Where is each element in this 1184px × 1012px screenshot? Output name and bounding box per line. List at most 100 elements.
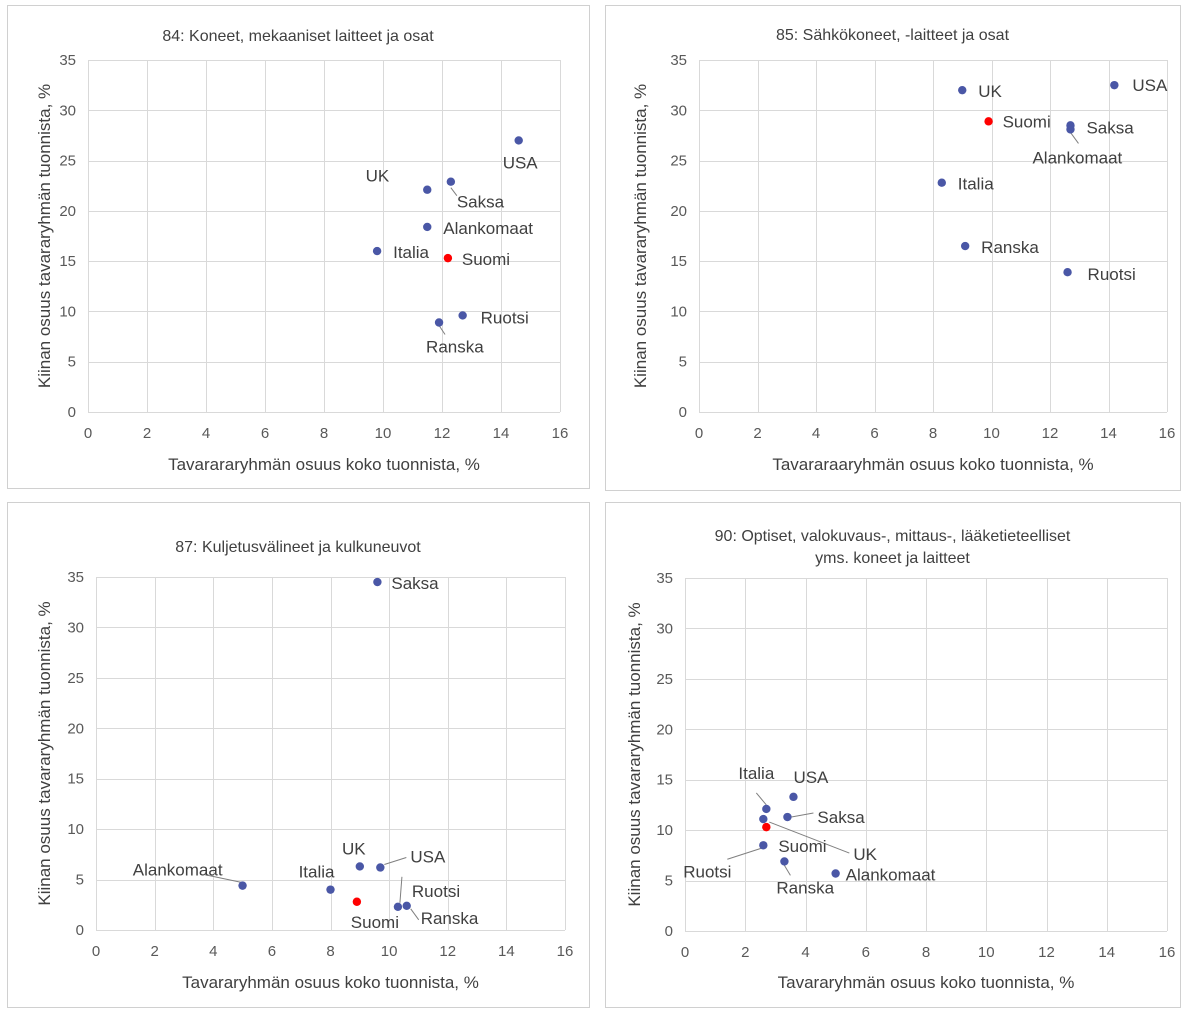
data-label: Italia — [393, 243, 429, 262]
data-label: UK — [366, 167, 390, 186]
data-point-alankomaat — [831, 869, 840, 878]
x-tick-label: 14 — [1098, 944, 1115, 961]
data-label: USA — [410, 847, 446, 866]
leader-line — [783, 865, 791, 876]
leader-line — [384, 856, 407, 865]
data-label: Saksa — [1086, 118, 1134, 137]
data-label: Suomi — [462, 250, 510, 269]
leader-line — [204, 874, 243, 884]
data-label: USA — [1132, 76, 1168, 95]
data-point-ruotsi — [458, 311, 467, 320]
y-axis-label: Kiinan osuus tavararyhmän tuonnista, % — [35, 84, 54, 388]
leader-line — [410, 908, 420, 921]
data-point-ruotsi — [1063, 268, 1072, 277]
data-point-usa — [1110, 80, 1119, 90]
data-label: Alankomaat — [443, 219, 533, 238]
data-point-suomi — [762, 822, 771, 832]
x-axis-label: Tavararyhmän osuus koko tuonnista, % — [182, 973, 479, 992]
y-tick-label: 35 — [656, 570, 673, 587]
y-tick-label: 20 — [67, 720, 84, 737]
x-tick-label: 0 — [695, 425, 703, 442]
x-tick-label: 2 — [741, 944, 749, 961]
y-tick-label: 0 — [665, 923, 673, 940]
x-tick-label: 16 — [1159, 944, 1176, 961]
y-tick-label: 5 — [76, 872, 84, 889]
x-tick-label: 8 — [326, 943, 334, 960]
x-tick-label: 8 — [929, 425, 937, 442]
y-tick-label: 35 — [67, 569, 84, 586]
data-point-ranska — [402, 901, 411, 910]
y-tick-label: 20 — [59, 203, 76, 220]
x-tick-label: 0 — [84, 425, 92, 442]
x-tick-label: 12 — [1042, 425, 1059, 442]
data-point-suomi — [984, 117, 993, 126]
data-point-alankomaat — [423, 222, 432, 232]
data-point-suomi — [443, 253, 453, 263]
x-tick-label: 4 — [202, 425, 210, 442]
data-point-italia — [762, 804, 771, 814]
data-label: Ranska — [421, 909, 479, 928]
y-tick-label: 5 — [679, 354, 687, 371]
data-point-saksa — [783, 812, 792, 822]
y-tick-label: 0 — [68, 404, 76, 421]
leader-line — [438, 325, 446, 335]
leader-line — [791, 812, 814, 818]
x-tick-label: 10 — [983, 425, 1000, 442]
leader-line — [1070, 132, 1079, 144]
x-tick-label: 4 — [812, 425, 820, 442]
x-tick-label: 0 — [92, 943, 100, 960]
data-label: Ranska — [426, 337, 484, 356]
x-tick-label: 2 — [753, 425, 761, 442]
data-label: Ranska — [981, 238, 1039, 257]
y-tick-label: 25 — [656, 671, 673, 688]
y-axis-label: Kiinan osuus tavararyhmän tuonnista, % — [631, 84, 650, 388]
y-tick-label: 30 — [670, 102, 687, 119]
chart-frame — [7, 5, 590, 489]
x-tick-label: 12 — [1038, 944, 1055, 961]
data-label: Italia — [738, 764, 774, 783]
data-point-ruotsi — [393, 902, 403, 912]
leader-line — [727, 847, 762, 860]
y-tick-label: 10 — [670, 303, 687, 320]
y-tick-label: 30 — [656, 620, 673, 637]
data-point-alankomaat — [238, 881, 247, 890]
y-tick-label: 10 — [59, 303, 76, 320]
chart-frame — [605, 5, 1181, 491]
data-label: Alankomaat — [846, 866, 936, 885]
data-label: Saksa — [391, 574, 439, 593]
data-label: Ruotsi — [683, 862, 731, 881]
y-tick-label: 20 — [656, 721, 673, 738]
leader-line — [450, 187, 458, 196]
x-tick-label: 10 — [381, 943, 398, 960]
y-tick-label: 25 — [59, 153, 76, 170]
x-tick-label: 2 — [143, 425, 151, 442]
data-label: Saksa — [817, 808, 865, 827]
data-label: Italia — [958, 175, 994, 194]
y-tick-label: 0 — [679, 404, 687, 421]
chart-panel-4: 0 2 4 6 8 10 12 14 16 0 5 10 15 20 25 30 35 90: Optiset, … — [605, 502, 1181, 1008]
leader-line — [769, 821, 850, 854]
x-axis-label: Tavarararyhmän osuus koko tuonnista, % — [168, 455, 480, 474]
x-tick-label: 16 — [552, 425, 569, 442]
y-tick-label: 20 — [670, 203, 687, 220]
x-axis-label: Tavararyhmän osuus koko tuonnista, % — [778, 973, 1075, 992]
chart-frame — [7, 502, 590, 1008]
data-point-usa — [514, 136, 523, 145]
data-point-usa — [376, 863, 385, 872]
chart-panel-3: 0 2 4 6 8 10 12 14 16 0 5 10 15 20 25 30 35 87: Kuljetusv… — [7, 502, 590, 1008]
x-tick-label: 16 — [557, 943, 574, 960]
data-point-saksa — [446, 177, 456, 186]
data-point-uk — [958, 85, 967, 95]
data-point-suomi — [352, 897, 362, 906]
data-label: Alankomaat — [133, 861, 223, 880]
y-tick-label: 5 — [68, 354, 76, 371]
data-point-ranska — [960, 241, 970, 251]
chart-title: 84: Koneet, mekaaniset laitteet ja osat — [162, 28, 434, 45]
data-point-italia — [372, 246, 382, 256]
chart-title: yms. koneet ja laitteet — [815, 550, 970, 567]
y-tick-label: 10 — [67, 821, 84, 838]
y-tick-label: 10 — [656, 822, 673, 839]
data-point-ruotsi — [759, 841, 768, 850]
y-tick-label: 15 — [670, 253, 687, 270]
